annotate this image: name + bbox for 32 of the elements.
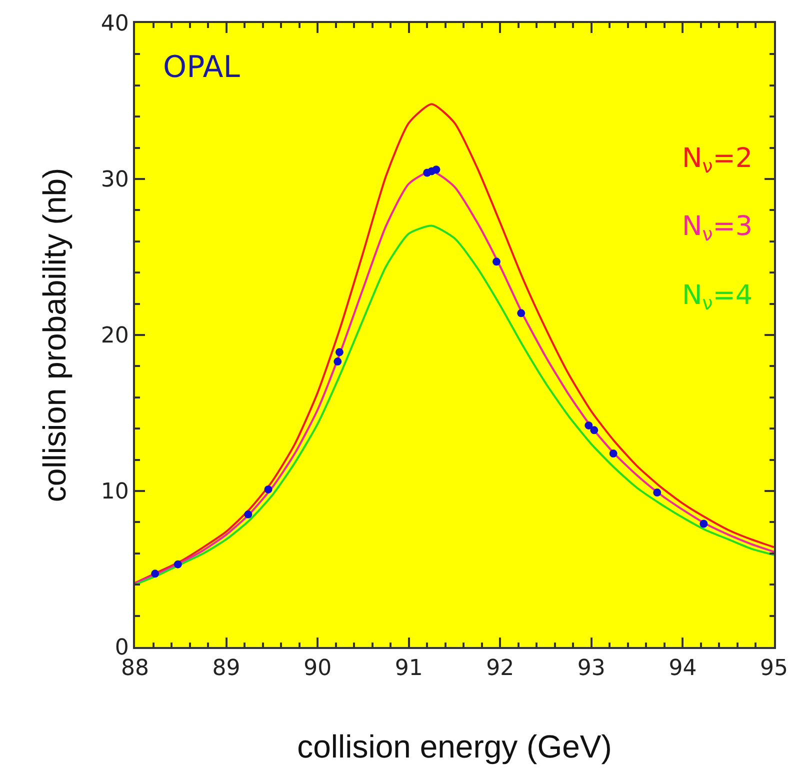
point xyxy=(584,421,593,430)
text: N$_{ν}$=2 xyxy=(682,143,753,178)
point xyxy=(244,510,252,518)
x-tick-label: 90 xyxy=(304,656,332,682)
y-tick-label: 20 xyxy=(100,324,129,349)
point xyxy=(609,450,618,458)
point xyxy=(653,488,662,497)
point xyxy=(517,309,526,318)
y-tick-label: 10 xyxy=(100,480,129,505)
point xyxy=(334,358,342,366)
x-tick-label: 89 xyxy=(212,656,240,682)
x-tick-label: 94 xyxy=(668,656,697,682)
point xyxy=(492,258,500,266)
point xyxy=(151,570,160,578)
y-axis-title: collision probability (nb) xyxy=(36,168,73,502)
x-axis-title: collision energy (GeV) xyxy=(297,728,612,765)
annotation: OPAL xyxy=(163,50,240,85)
point xyxy=(432,166,440,174)
x-tick-label: 91 xyxy=(394,656,423,682)
x-tick-label: 92 xyxy=(486,656,514,682)
point xyxy=(264,485,272,494)
x-tick-label: 95 xyxy=(760,656,788,682)
y-tick-label: 40 xyxy=(100,12,129,37)
x-tick-label: 93 xyxy=(577,656,606,682)
text: N$_{ν}$=3 xyxy=(682,211,753,246)
x-tick-label: 88 xyxy=(121,656,149,682)
point xyxy=(174,560,182,568)
y-tick-label: 30 xyxy=(100,168,129,193)
point xyxy=(335,348,344,356)
point xyxy=(590,426,598,434)
text: N$_{ν}$=4 xyxy=(682,280,753,315)
point xyxy=(700,520,708,528)
